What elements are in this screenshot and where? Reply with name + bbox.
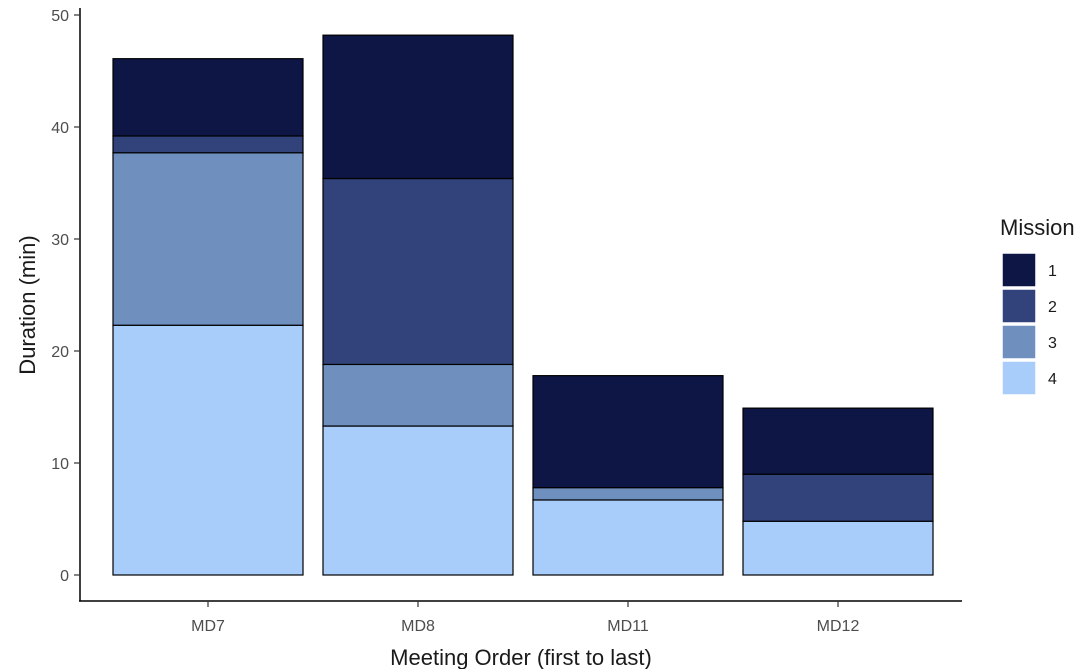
bar-md7-mission-2: [112, 135, 304, 154]
y-tick-label: 40: [51, 120, 69, 137]
bar-md12-mission-2: [742, 473, 934, 522]
legend-label-3: 3: [1048, 335, 1057, 352]
legend-label-2: 2: [1048, 299, 1057, 316]
bar-md8-mission-3: [322, 363, 514, 427]
bar-md8-mission-2: [322, 177, 514, 366]
legend-key-3: [1001, 324, 1037, 360]
bar-md7-mission-4: [112, 324, 304, 576]
bar-md11-mission-3: [532, 487, 724, 501]
bar-md8-mission-1: [322, 34, 514, 180]
bar-md7-mission-3: [112, 152, 304, 326]
x-tick-label: MD8: [401, 618, 435, 635]
legend-key-4: [1001, 360, 1037, 396]
legend-title: Mission: [1000, 215, 1075, 240]
y-tick-label: 0: [60, 568, 69, 585]
legend-key-2: [1001, 288, 1037, 324]
x-tick-label: MD12: [817, 618, 860, 635]
bar-md12-mission-4: [742, 520, 934, 576]
x-tick-label: MD11: [607, 618, 649, 635]
y-tick-label: 10: [51, 456, 69, 473]
legend-label-1: 1: [1048, 263, 1057, 280]
bar-md11-mission-1: [532, 375, 724, 489]
y-ticks: 0 10 20 30 40 50: [51, 8, 80, 585]
y-tick-label: 50: [51, 8, 69, 25]
legend-label-4: 4: [1048, 371, 1057, 388]
bar-md7-mission-1: [112, 58, 304, 137]
bar-md11-mission-4: [532, 499, 724, 576]
y-tick-label: 20: [51, 344, 69, 361]
x-tick-label: MD7: [191, 618, 225, 635]
legend: Mission 1 2 3 4: [1000, 215, 1075, 396]
bars-layer: [112, 34, 934, 576]
axes-layer: [79, 8, 962, 602]
legend-key-1: [1001, 252, 1037, 288]
bar-md12-mission-1: [742, 407, 934, 475]
y-axis-title: Duration (min): [15, 235, 40, 374]
x-axis-title: Meeting Order (first to last): [390, 645, 652, 669]
bar-md8-mission-4: [322, 425, 514, 576]
x-ticks: MD7 MD8 MD11 MD12: [191, 601, 859, 635]
y-tick-label: 30: [51, 232, 69, 249]
